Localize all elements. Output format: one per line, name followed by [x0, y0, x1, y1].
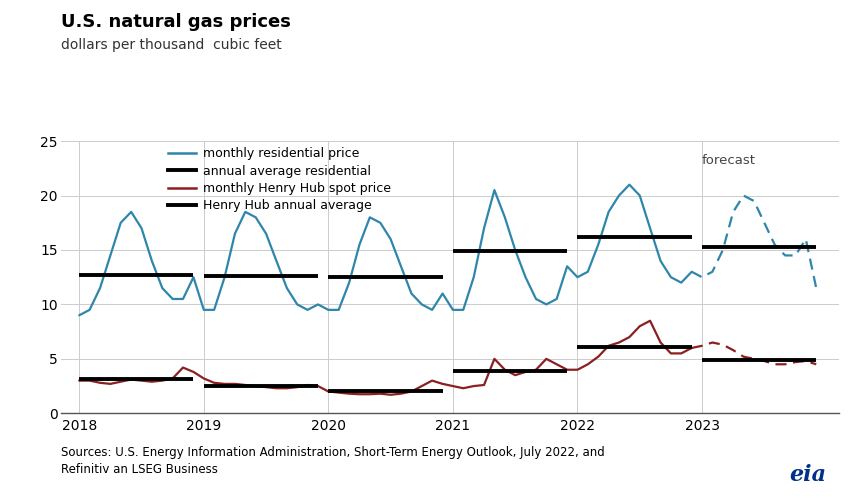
- Text: eia: eia: [789, 464, 826, 486]
- Legend: monthly residential price, annual average residential, monthly Henry Hub spot pr: monthly residential price, annual averag…: [168, 147, 391, 213]
- Text: dollars per thousand  cubic feet: dollars per thousand cubic feet: [61, 38, 281, 52]
- Text: Sources: U.S. Energy Information Administration, Short-Term Energy Outlook, July: Sources: U.S. Energy Information Adminis…: [61, 446, 605, 476]
- Text: U.S. natural gas prices: U.S. natural gas prices: [61, 13, 291, 31]
- Text: forecast: forecast: [702, 154, 756, 167]
